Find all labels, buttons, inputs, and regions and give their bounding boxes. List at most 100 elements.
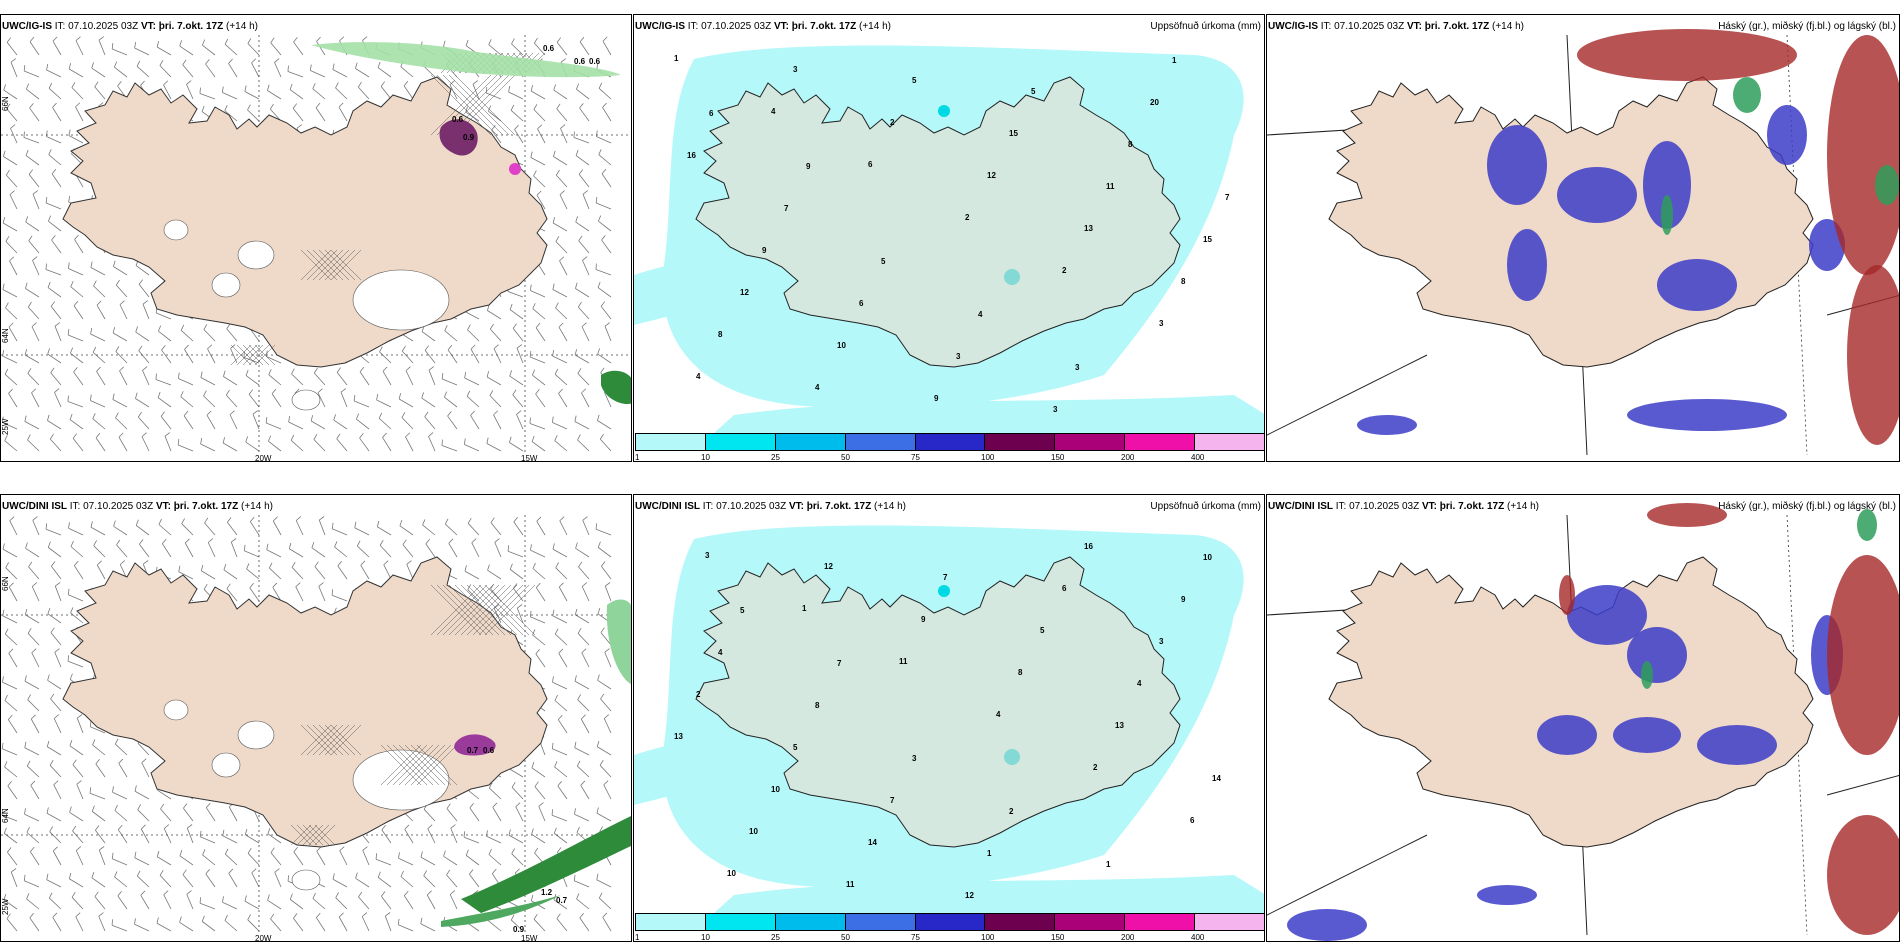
wind-barb-474 <box>573 874 590 888</box>
wind-barb-372 <box>180 324 194 342</box>
wind-barb-19 <box>422 519 436 536</box>
wind-barb-333 <box>554 761 568 778</box>
hatch-area-3 <box>290 824 336 846</box>
precip-number-4: 2 <box>1093 763 1098 772</box>
wind-barb-336 <box>5 302 18 320</box>
wind-barb-340 <box>89 787 106 800</box>
wind-barb-514 <box>224 914 238 932</box>
wind-barb-55 <box>597 541 612 558</box>
wind-barb-476 <box>1 416 18 430</box>
wind-barb-0 <box>6 37 18 56</box>
wind-barb-482 <box>140 890 150 910</box>
wind-barb-311 <box>72 759 84 778</box>
wind-barb-368 <box>90 328 106 342</box>
wind-barb-281 <box>32 256 40 276</box>
wind-barb-524 <box>441 439 458 452</box>
wind-barb-13 <box>293 37 304 56</box>
glacier-0 <box>237 720 275 750</box>
wind-barb-486 <box>229 410 238 430</box>
precip-panel-bottom: 3 1 11 4 2 6 10 12 9 8 13 14 10 11 7 5 4 13 10 14 12 6 3 2 5 7 1 16… <box>633 494 1265 942</box>
wind-barb-459 <box>248 389 260 408</box>
wind-barb-7 <box>158 518 172 536</box>
low-cloud-3 <box>1657 259 1737 311</box>
wind-barb-277 <box>557 714 568 734</box>
wind-barb-451 <box>67 395 84 408</box>
low-cloud-0 <box>1567 585 1647 645</box>
wind-barb-9 <box>204 517 216 536</box>
wind-shading <box>311 42 631 404</box>
colorbar-swatch-6 <box>1055 914 1126 930</box>
wind-barb-278 <box>580 714 590 734</box>
wind-barb-51 <box>507 545 524 558</box>
wind-barb-413 <box>470 344 480 364</box>
wind-barb-409 <box>379 346 392 364</box>
wind-barb-471 <box>512 389 524 408</box>
wind-barb-28 <box>2 543 18 558</box>
wind-barb-529 <box>556 913 568 932</box>
wind-barb-409 <box>381 825 392 844</box>
wind-barb-170 <box>54 648 62 668</box>
wind-barb-366 <box>54 322 62 342</box>
lon-label-20w: 20W <box>255 454 272 462</box>
wind-barb-483 <box>163 890 172 910</box>
wind-barb-60 <box>96 560 106 580</box>
wind-barb-5 <box>111 42 128 56</box>
precip-number-19: 14 <box>868 838 877 847</box>
cloud-cover <box>1357 29 1899 445</box>
mid-cloud-1 <box>1661 195 1673 235</box>
icing-blob-0 <box>454 734 496 756</box>
wind-barb-477 <box>24 415 40 430</box>
wind-barb-284 <box>92 739 106 756</box>
colorbar-swatch-4 <box>915 434 986 450</box>
wind-values: 0.60.6 0.60.60.9 <box>452 44 601 142</box>
colorbar-tick-2: 25 <box>771 933 780 942</box>
high-cloud-3 <box>1559 575 1575 615</box>
precip-numbers: 3111426101298131410117541310141263257116… <box>674 542 1221 900</box>
wind-value-3: 0.6 <box>452 115 464 124</box>
wind-barb-426 <box>134 851 150 866</box>
wind-barb-365 <box>31 322 40 342</box>
wind-barb-425 <box>111 852 128 866</box>
wind-barb-388 <box>535 322 546 342</box>
wind-barb-68 <box>267 84 282 100</box>
iceland-land <box>1328 556 1814 848</box>
wind-barb-525 <box>463 438 480 452</box>
wind-barb-397 <box>115 346 128 364</box>
wind-barb-308 <box>4 761 18 778</box>
wind-barb-469 <box>466 390 480 408</box>
wind-value-4: 0.9 <box>463 133 475 142</box>
wind-barb-95 <box>249 583 260 602</box>
wind-barb-308 <box>2 283 18 298</box>
wind-barb-440 <box>443 850 458 866</box>
wind-barb-197 <box>24 675 40 690</box>
precip-number-13: 4 <box>815 383 820 392</box>
wind-barb-417 <box>552 350 568 364</box>
wind-barb-134 <box>491 125 502 144</box>
wind-barb-36 <box>184 538 194 558</box>
wind-barb-531 <box>602 912 612 932</box>
wind-barb-518 <box>313 434 326 452</box>
wind-barb-141 <box>25 149 40 166</box>
wind-barb-32 <box>91 62 106 78</box>
wind-barb-59 <box>73 560 84 580</box>
wind-barb-446 <box>577 368 590 386</box>
wind-barb-284 <box>90 261 106 276</box>
wind-barb-31 <box>70 540 84 558</box>
wind-barb-35 <box>161 538 172 558</box>
wind-barb-12 <box>270 37 282 56</box>
wind-barb-140 <box>4 628 18 646</box>
wind-barb-493 <box>381 891 392 910</box>
wind-barb-81 <box>555 562 568 580</box>
colorbar-tick-7: 200 <box>1121 453 1135 462</box>
wind-barb-458 <box>228 868 238 888</box>
precip-number-27: 16 <box>1084 542 1093 551</box>
wind-barb-45 <box>377 61 392 78</box>
wind-barb-195 <box>604 648 612 668</box>
wind-value-2: 1.2 <box>541 888 553 897</box>
wind-barb-52 <box>530 544 546 558</box>
wind-barb-83 <box>601 561 612 580</box>
precip-number-3: 2 <box>965 213 970 222</box>
colorbar-swatch-1 <box>705 434 776 450</box>
wind-barb-522 <box>405 432 414 452</box>
precip-number-9: 12 <box>987 171 996 180</box>
